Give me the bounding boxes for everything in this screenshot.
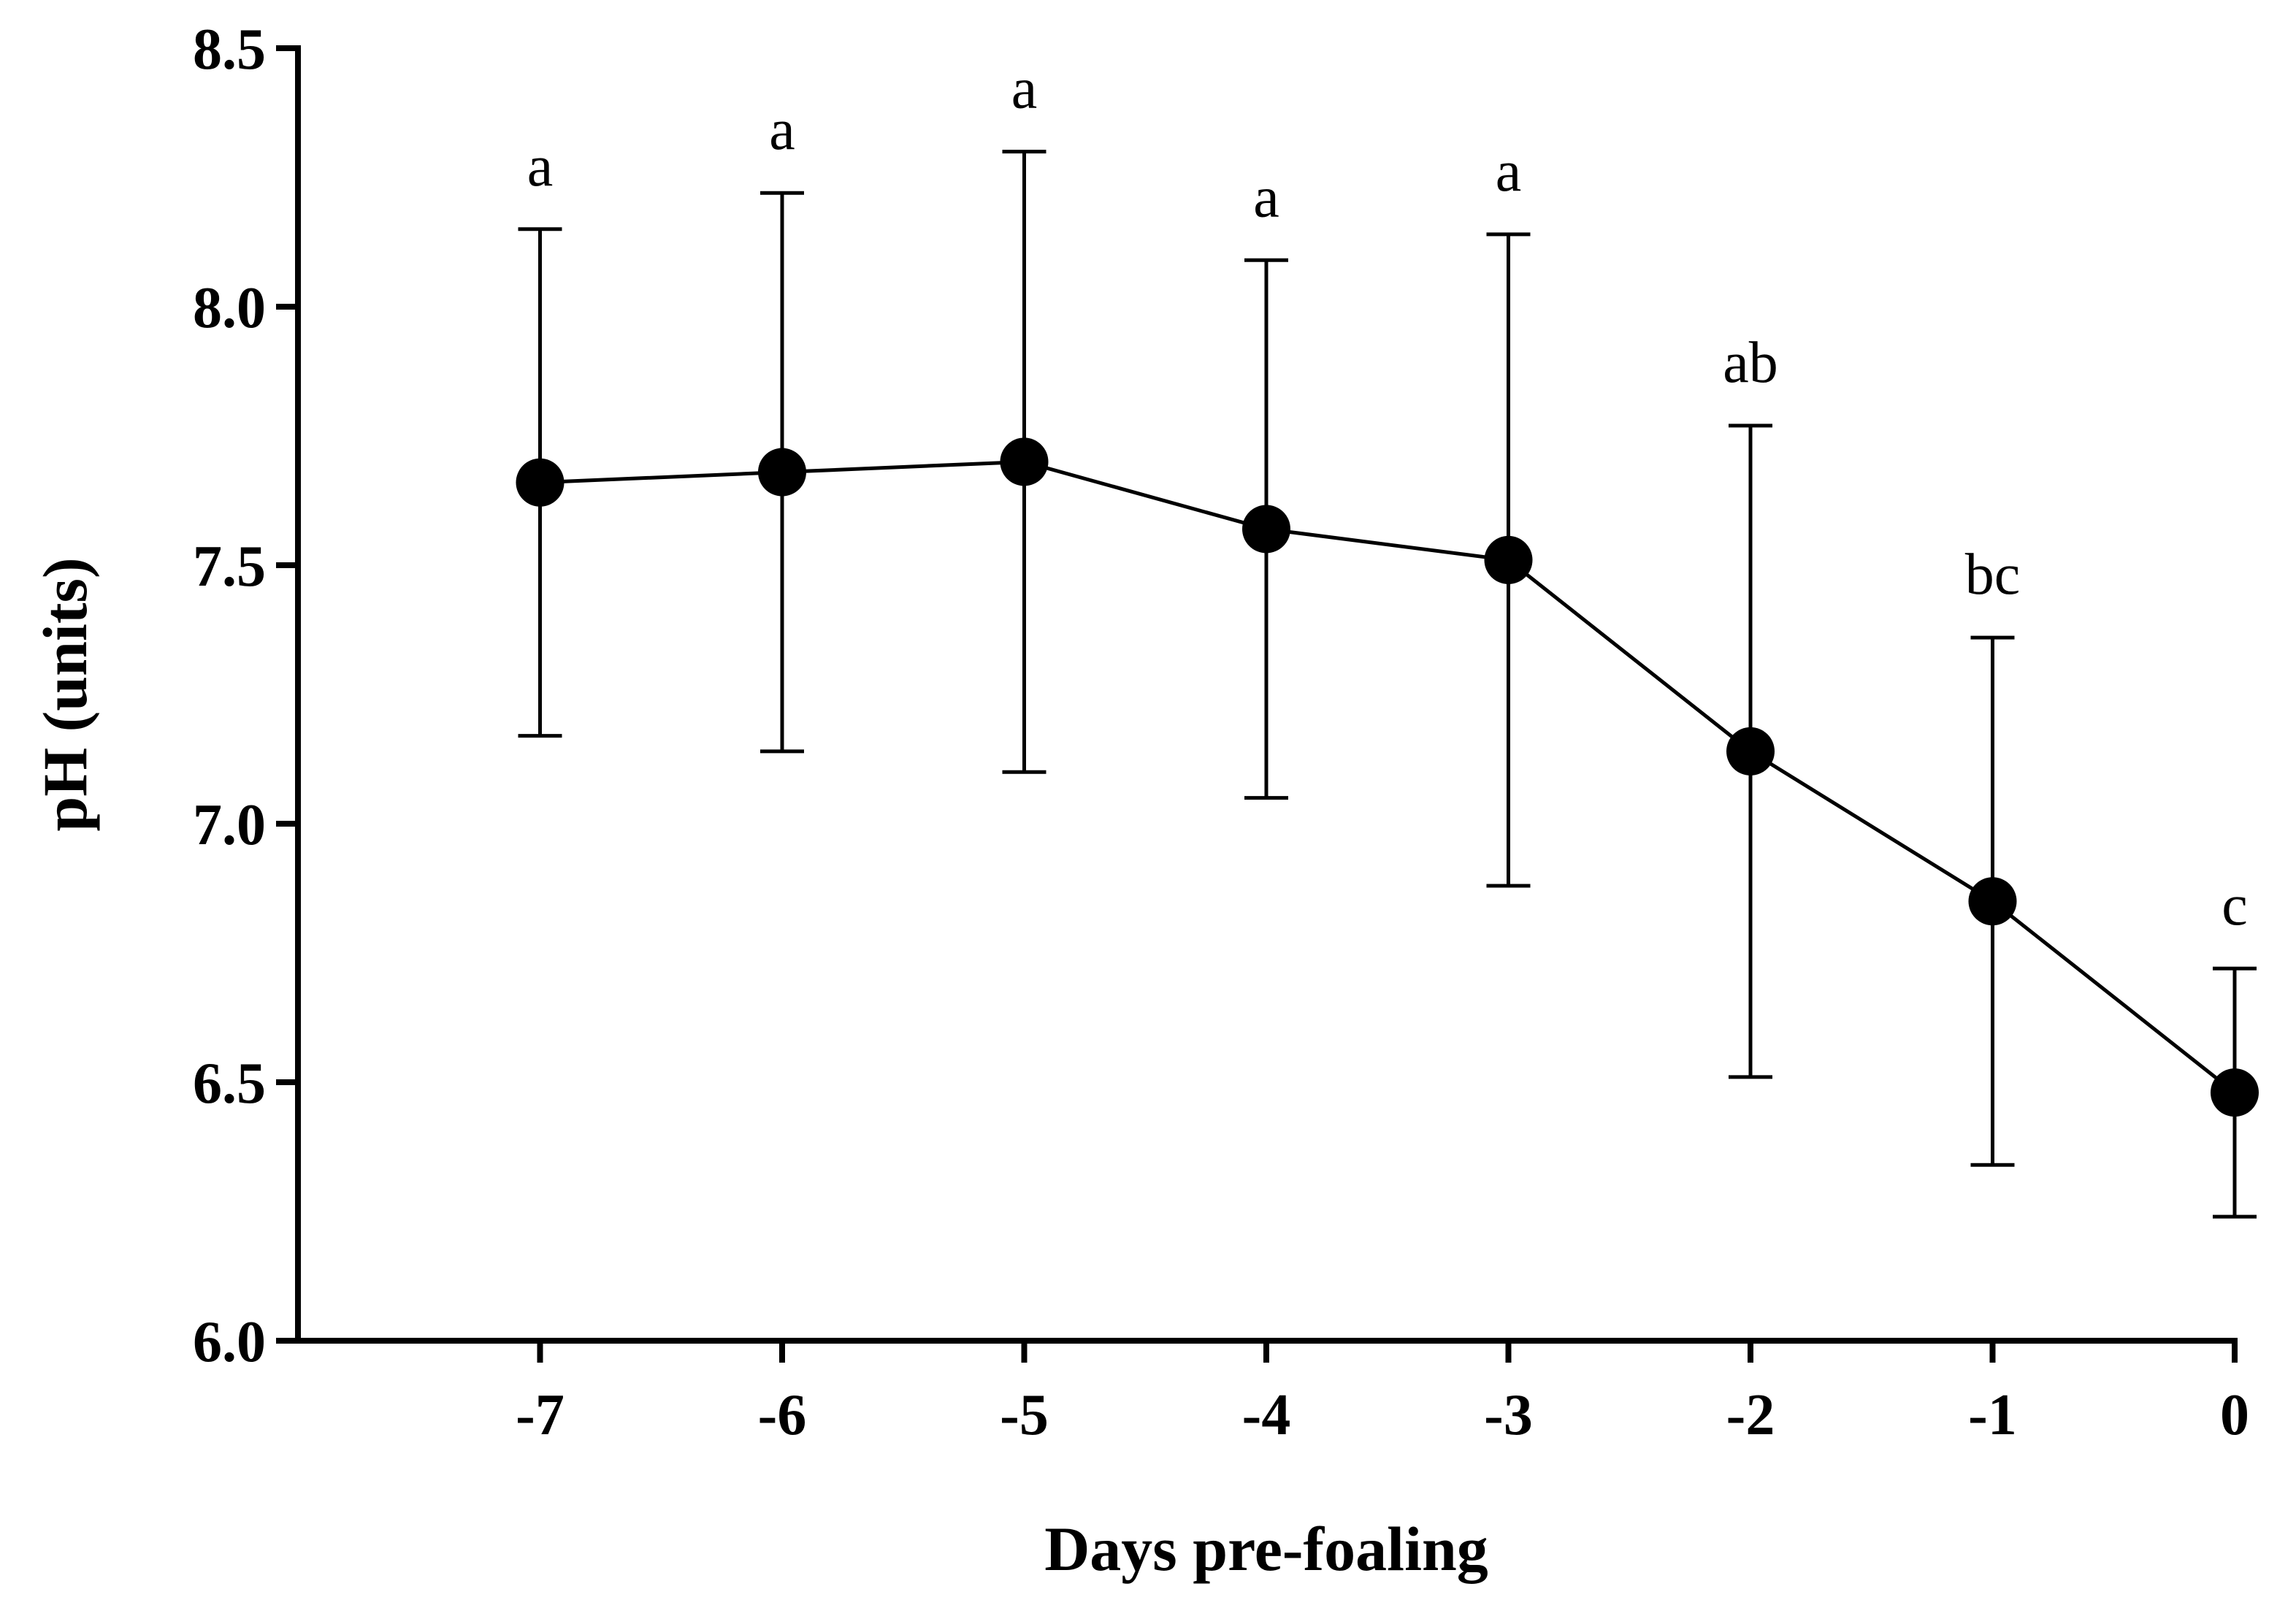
- y-tick-label: 7.0: [193, 793, 266, 857]
- x-tick-label: -7: [516, 1383, 565, 1447]
- x-tick-label: -5: [1000, 1383, 1049, 1447]
- significance-label: c: [2222, 873, 2248, 938]
- x-tick-label: -2: [1726, 1383, 1775, 1447]
- x-tick-label: -1: [1968, 1383, 2017, 1447]
- data-point: [516, 458, 565, 507]
- significance-label: a: [1496, 139, 1522, 204]
- significance-label: ab: [1723, 331, 1778, 395]
- y-tick-label: 6.5: [193, 1052, 266, 1116]
- x-tick-label: -3: [1484, 1383, 1533, 1447]
- data-point: [1242, 505, 1290, 554]
- y-ticks: 6.0 6.5 7.0 7.5 8.0 8.5: [193, 18, 298, 1374]
- x-axis-title: Days pre-foaling: [1044, 1514, 1488, 1584]
- data-point: [1484, 535, 1533, 584]
- data-point: [1968, 877, 2017, 926]
- significance-label: a: [527, 134, 554, 199]
- y-tick-label: 6.0: [193, 1310, 266, 1374]
- data-point: [1000, 437, 1049, 486]
- data-point: [1726, 727, 1775, 776]
- y-axis-title: pH (units): [30, 557, 100, 831]
- significance-label: a: [1011, 57, 1038, 121]
- y-tick-label: 7.5: [193, 535, 266, 599]
- data-point: [758, 448, 806, 497]
- significance-label: bc: [1965, 543, 2021, 607]
- x-ticks: -7 -6 -5 -4 -3 -2 -1 0: [516, 1341, 2249, 1447]
- significance-label: a: [769, 98, 795, 162]
- x-tick-label: -6: [758, 1383, 807, 1447]
- x-tick-label: 0: [2220, 1383, 2249, 1447]
- data-point: [2211, 1068, 2259, 1117]
- y-tick-label: 8.0: [193, 276, 266, 340]
- x-tick-label: -4: [1242, 1383, 1291, 1447]
- series-ph: a a a a a ab bc c: [516, 57, 2259, 1219]
- series-line: [540, 459, 2236, 1095]
- y-tick-label: 8.5: [193, 18, 266, 82]
- significance-label: a: [1253, 165, 1279, 229]
